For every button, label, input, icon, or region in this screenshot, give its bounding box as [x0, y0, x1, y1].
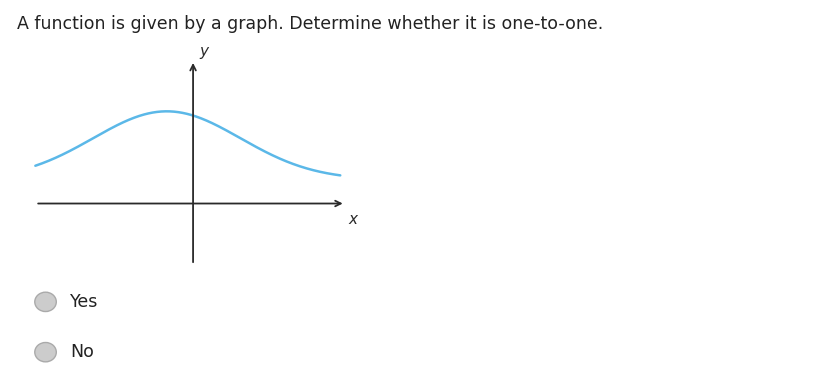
- Text: Yes: Yes: [70, 293, 98, 311]
- Text: y: y: [199, 44, 208, 59]
- Text: No: No: [70, 343, 94, 361]
- Text: x: x: [347, 212, 356, 227]
- Text: A function is given by a graph. Determine whether it is one-to-one.: A function is given by a graph. Determin…: [17, 15, 602, 34]
